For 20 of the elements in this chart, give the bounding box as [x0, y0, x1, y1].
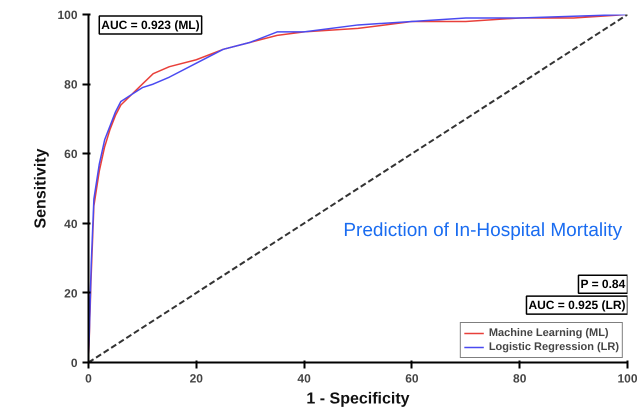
x-tick-label: 20	[190, 372, 204, 386]
x-tick-label: 100	[617, 372, 637, 386]
legend-label: Logistic Regression (LR)	[488, 340, 619, 354]
annotation: P = 0.84	[580, 277, 626, 292]
y-tick-label: 40	[64, 216, 78, 231]
y-tick-label: 80	[64, 78, 78, 92]
x-axis-title: 1 - Specificity	[306, 390, 410, 408]
y-tick-label: 60	[64, 147, 78, 162]
y-tick-label: 20	[64, 286, 78, 300]
y-tick-label: 100	[57, 8, 78, 22]
x-tick-label: 60	[405, 372, 419, 386]
annotation: AUC = 0.923 (ML)	[101, 18, 200, 32]
x-tick-label: 40	[297, 372, 312, 386]
y-tick-label: 0	[70, 356, 78, 370]
y-axis-title: Sensitivity	[32, 148, 50, 229]
x-tick-label: 80	[513, 372, 527, 386]
x-tick-label: 0	[85, 372, 92, 386]
legend-label: Machine Learning (ML)	[488, 326, 609, 340]
annotation: AUC = 0.925 (LR)	[528, 298, 626, 312]
annotation: Prediction of In-Hospital Mortality	[343, 220, 623, 241]
